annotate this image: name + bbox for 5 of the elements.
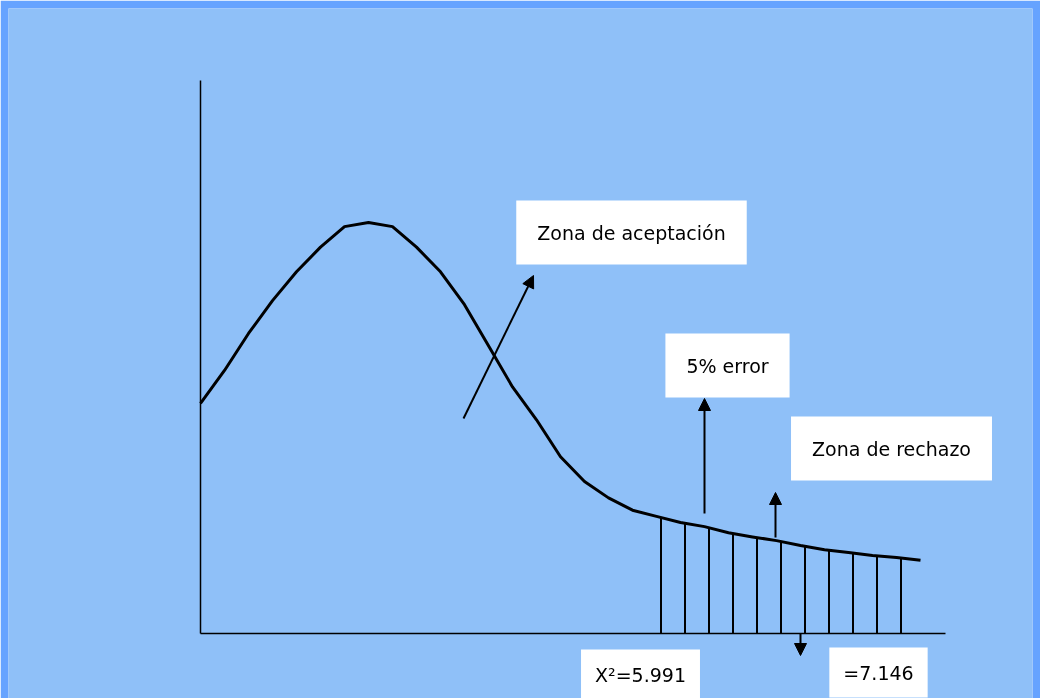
- text: =7.146: [843, 661, 914, 684]
- text: X²=5.991: [595, 663, 686, 686]
- annotation: 5% error: [686, 354, 769, 377]
- annotation: Zona de rechazo: [812, 437, 971, 460]
- annotation: Zona de aceptación: [537, 221, 726, 244]
